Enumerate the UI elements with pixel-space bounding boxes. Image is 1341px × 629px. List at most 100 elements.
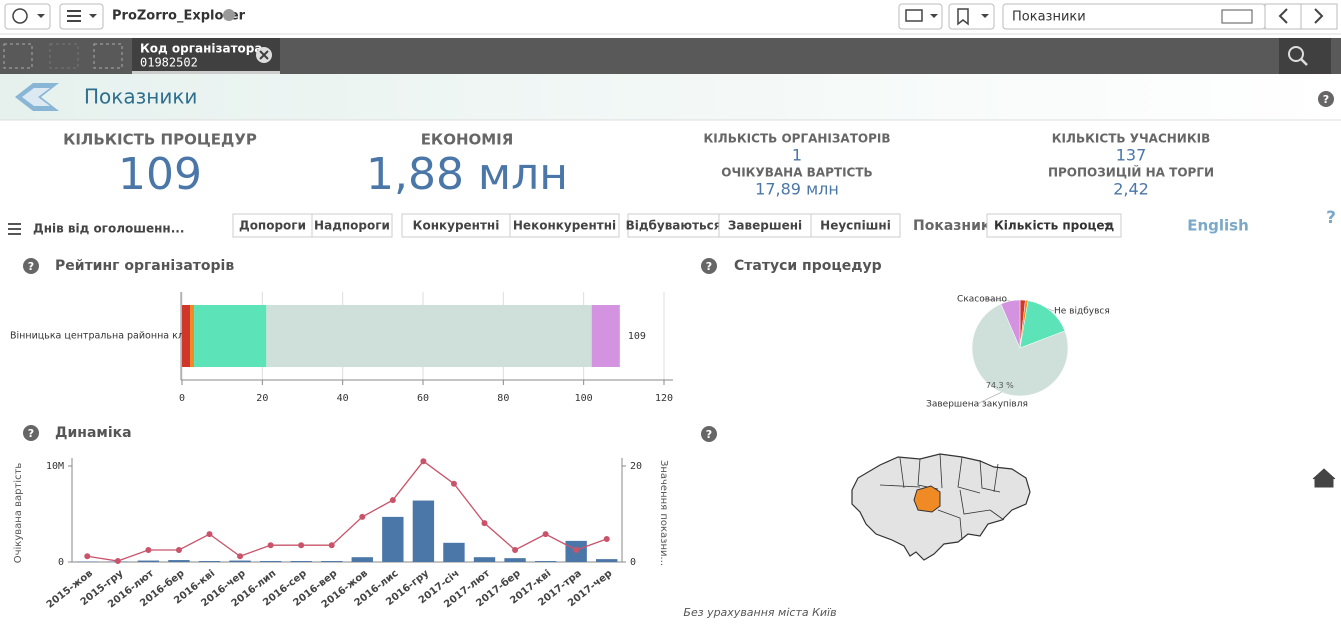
x-tick-label: 0 [179, 393, 185, 404]
prev-icon [1278, 8, 1288, 24]
prev-button[interactable] [1264, 3, 1302, 30]
line-point [512, 547, 519, 553]
line-point [450, 480, 457, 487]
menu-button[interactable] [59, 3, 104, 30]
kpi-value: 1,88 млн [366, 149, 568, 200]
kpi-value: 137 [1116, 146, 1147, 165]
help-icon: ? [1323, 93, 1329, 106]
selection-tab[interactable] [132, 38, 280, 74]
measure-dropdown[interactable] [986, 213, 1122, 238]
bookmark-button[interactable] [948, 3, 995, 30]
bar-segment [591, 305, 620, 367]
bar [596, 559, 618, 562]
help-button[interactable] [23, 258, 39, 274]
kpi-value: 109 [118, 149, 202, 200]
help-link[interactable]: ? [1326, 208, 1336, 228]
bar [290, 561, 312, 562]
list-icon [67, 10, 81, 22]
selection-field: Код організатора [140, 42, 262, 56]
listbox-label[interactable]: Днів від оголошенн... [33, 222, 184, 236]
bar [534, 561, 557, 562]
line-point [267, 542, 274, 549]
bar [229, 560, 251, 562]
bar [198, 561, 221, 562]
help-button[interactable] [701, 258, 717, 274]
panel-title: Рейтинг організаторів [55, 258, 234, 274]
bar [351, 557, 373, 562]
line-point [328, 542, 335, 549]
kpi-label: КІЛЬКІСТЬ УЧАСНИКІВ [1052, 132, 1211, 146]
bar [259, 561, 282, 562]
sheet-name: Показники [1012, 10, 1086, 25]
line-point [114, 558, 121, 565]
bar-segment [182, 305, 191, 367]
hamburger[interactable] [8, 223, 21, 235]
bar [443, 542, 465, 562]
x-tick-label: 20 [256, 393, 268, 404]
map-selected-region [913, 485, 941, 513]
help-icon: ? [706, 260, 712, 273]
map-note: Без урахування міста Київ [683, 606, 836, 619]
x-tick-label: 100 [575, 393, 593, 404]
next-icon [1314, 8, 1324, 24]
sheet-header [0, 74, 1341, 120]
pie-label: Не відбувся [1054, 307, 1110, 317]
language-link[interactable]: English [1187, 217, 1249, 235]
help-button[interactable] [1318, 91, 1334, 107]
line-point [145, 547, 152, 553]
filter-button[interactable] [509, 213, 620, 238]
bar [137, 560, 160, 562]
home-icon[interactable] [1312, 468, 1336, 488]
caret [930, 14, 938, 18]
kpi-value: 17,89 млн [755, 180, 839, 199]
line-point [542, 531, 549, 538]
forward-icon[interactable] [49, 43, 79, 69]
help-icon: ? [706, 428, 712, 441]
back-icon[interactable] [3, 43, 33, 69]
bar-segment [194, 305, 267, 367]
caret [1104, 223, 1112, 227]
y2-axis-label: Значення показни... [658, 460, 669, 566]
data-label: 109 [628, 331, 646, 342]
line-point [359, 513, 366, 520]
filter-button-label: Конкурентні [413, 219, 500, 233]
kpi-label: КІЛЬКІСТЬ ПРОЦЕДУР [63, 131, 257, 149]
y2-tick-label: 20 [630, 461, 642, 472]
leader-line [976, 391, 1002, 405]
line-point [389, 497, 396, 504]
present-icon [905, 9, 923, 22]
kpi-value: 2,42 [1113, 180, 1149, 199]
help-icon: ? [28, 260, 34, 273]
pie-label: Скасовано [957, 295, 1007, 305]
filter-button-label: Неуспішні [820, 219, 891, 233]
kpi-value: 1 [792, 146, 802, 165]
filter-button[interactable] [311, 213, 393, 238]
panel-title: Динаміка [55, 425, 132, 441]
measure-label: Показник [913, 218, 991, 234]
kpi-label: ПРОПОЗИЦІЙ НА ТОРГИ [1048, 165, 1214, 180]
line-point [603, 535, 610, 542]
filter-button-label: Відбуваються [626, 219, 722, 233]
pie-slice [1000, 299, 1021, 349]
bar [412, 500, 435, 562]
filter-button-label: Завершені [728, 219, 802, 233]
filter-button[interactable] [810, 213, 901, 238]
filter-button-label: Допороги [239, 219, 306, 233]
globe-icon [223, 9, 235, 21]
bookmark-icon [957, 8, 969, 26]
help-button[interactable] [23, 425, 39, 441]
x-tick-label: 60 [417, 393, 429, 404]
next-button[interactable] [1300, 3, 1338, 30]
selection-value: 01982502 [140, 56, 198, 70]
compass-icon [12, 8, 28, 24]
pie-value-label: 74.3 % [986, 381, 1014, 390]
pie-slice [971, 303, 1069, 397]
help-button[interactable] [701, 426, 717, 442]
clear-icon[interactable] [93, 43, 123, 69]
x-tick-label: 40 [337, 393, 349, 404]
bar [504, 558, 526, 562]
app-name: ProZorro_Explorer [112, 9, 246, 24]
bar-segment [190, 305, 195, 367]
search-area[interactable] [1279, 38, 1331, 74]
